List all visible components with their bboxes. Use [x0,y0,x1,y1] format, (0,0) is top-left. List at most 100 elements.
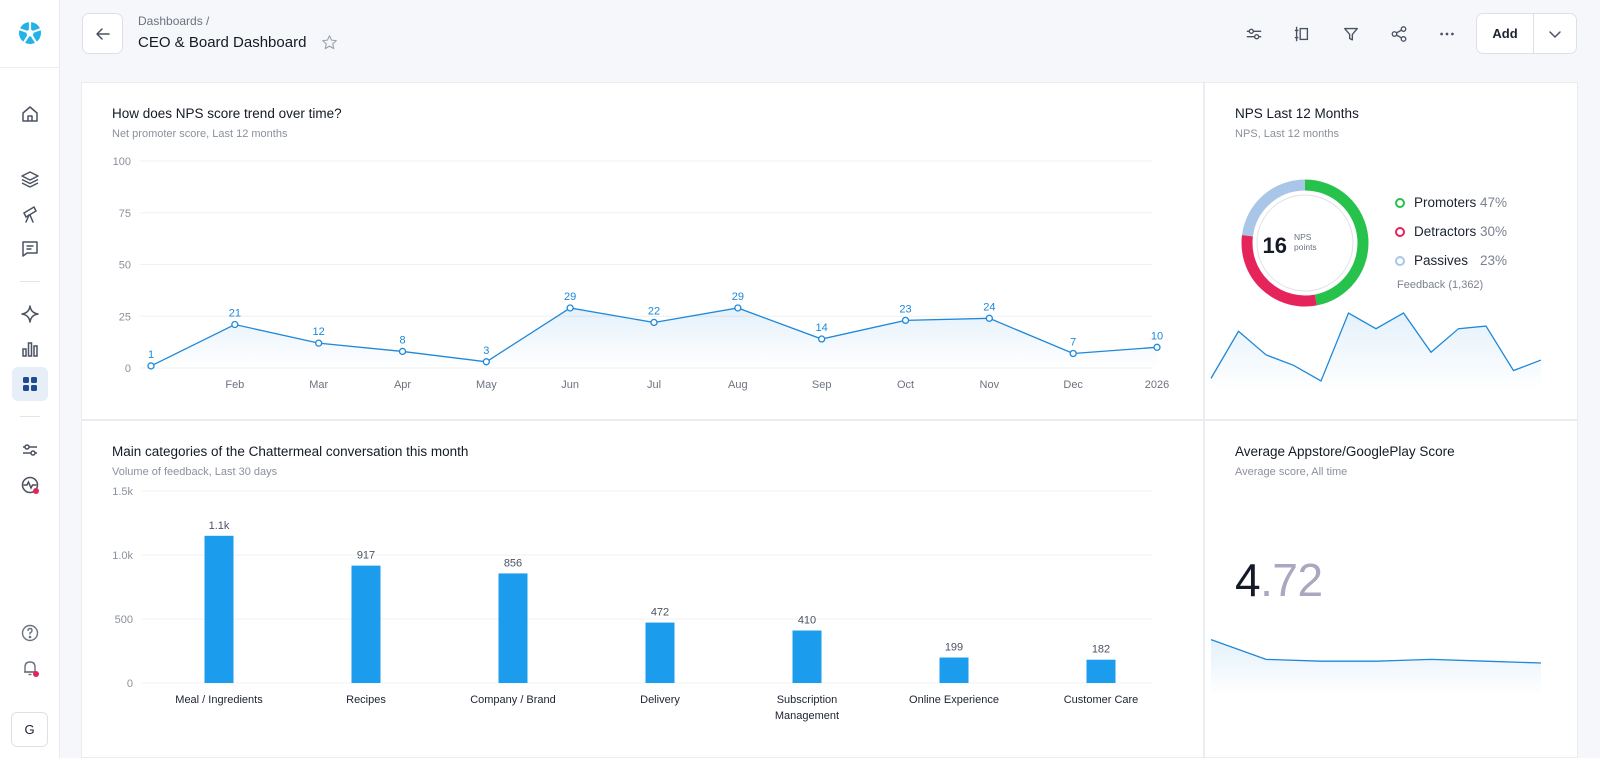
x-tick-label: Feb [225,379,244,391]
data-point [818,335,826,343]
data-label: 917 [357,550,375,562]
share-button[interactable] [1388,23,1410,45]
sidebar-item-settings[interactable] [12,433,48,467]
promoters-dot-icon [1395,197,1405,208]
x-tick-label: Meal / Ingredients [175,694,263,706]
data-label: 8 [399,334,405,346]
detractors-dot-icon [1395,226,1405,237]
x-tick-label: Dec [1063,379,1083,391]
data-point [650,318,658,327]
legend-label: Detractors [1414,224,1477,239]
data-label: 14 [816,322,828,334]
legend-value: 30% [1480,224,1508,239]
chevron-down-icon [1549,30,1561,38]
x-tick-label: Subscription [777,694,838,706]
add-dropdown-toggle[interactable] [1534,14,1576,53]
data-point [231,320,239,329]
legend-item-detractors: Detractors 30% [1395,217,1507,246]
notification-dot [33,488,39,494]
y-tick-label: 500 [115,614,133,626]
share-icon [1391,26,1407,42]
data-label: 21 [229,308,241,320]
add-button[interactable]: Add [1477,14,1534,53]
data-label: 29 [732,291,744,303]
x-tick-label: Mar [309,379,328,391]
data-label: 12 [313,326,325,338]
filter-button[interactable] [1340,23,1362,45]
back-button[interactable] [82,13,123,54]
bar [204,535,234,683]
donut-inner-ring [1256,194,1354,292]
sliders-icon [1246,28,1262,40]
y-tick-label: 1.0k [112,550,133,562]
x-tick-label: Delivery [640,694,680,706]
help-icon [21,624,39,642]
categories-card: Main categories of the Chattermeal conve… [81,420,1204,758]
x-tick-label: Jun [561,379,579,391]
sidebar: G [0,0,60,758]
x-tick-label: Aug [728,379,748,391]
bar [939,657,969,683]
legend-label: Promoters [1414,195,1477,210]
appstore-score: 4.72 [1235,553,1323,607]
sidebar-item-help[interactable] [12,616,48,650]
user-avatar[interactable]: G [11,712,48,747]
data-label: 472 [651,607,669,619]
favorite-star-icon[interactable] [321,34,338,51]
filter-icon [1344,27,1358,41]
data-label: 22 [648,305,660,317]
bar-chart-icon [22,342,38,357]
sidebar-item-monitor[interactable] [12,468,48,502]
passives-dot-icon [1395,255,1405,266]
nps-trend-card: How does NPS score trend over time? Net … [81,82,1204,420]
data-label: 199 [945,642,963,654]
data-point [901,316,910,325]
x-tick-label: 2026 [1145,379,1169,391]
data-label: 1.1k [209,520,230,532]
x-tick-label: Management [775,710,839,722]
nps-unit-label: NPS [1294,232,1312,242]
x-tick-label: Jul [647,379,661,391]
sidebar-item-layers[interactable] [12,162,48,196]
data-point [734,304,742,312]
sparkle-icon [21,305,39,323]
data-point [1069,349,1077,358]
donut-slice-passives [1242,179,1306,237]
y-tick-label: 50 [119,260,131,272]
customize-button[interactable] [1243,23,1265,45]
sidebar-item-notifications[interactable] [12,651,48,685]
sidebar-item-feedback[interactable] [12,232,48,266]
legend-item-passives: Passives 23% [1395,246,1507,275]
sidebar-item-dashboards[interactable] [12,367,48,401]
sidebar-item-ai[interactable] [12,297,48,331]
data-point [147,362,155,370]
data-label: 3 [483,345,489,357]
y-tick-label: 1.5k [112,486,133,498]
card-subtitle: Net promoter score, Last 12 months [112,128,288,140]
feedback-count[interactable]: Feedback (1,362) [1397,279,1484,291]
add-button-group: Add [1476,13,1577,54]
dashboard-grid-icon [23,377,37,391]
data-label: 23 [899,303,911,315]
data-label: 1 [148,349,154,361]
more-options-button[interactable] [1436,23,1458,45]
breadcrumb[interactable]: Dashboards / [138,14,210,28]
legend-value: 23% [1480,253,1508,268]
y-tick-label: 0 [125,363,131,375]
data-point [566,304,574,312]
layout-button[interactable] [1291,23,1313,45]
logo-icon[interactable] [15,18,45,48]
sidebar-item-explore[interactable] [12,197,48,231]
card-title: Average Appstore/GooglePlay Score [1235,444,1455,459]
legend-label: Passives [1414,253,1469,268]
x-tick-label: May [476,379,497,391]
sliders-icon [23,444,37,456]
score-decimal: .72 [1260,554,1323,606]
data-label: 856 [504,557,522,569]
x-tick-label: Apr [394,379,411,391]
sidebar-item-reports[interactable] [12,332,48,366]
bar [498,573,528,683]
sidebar-item-home[interactable] [12,97,48,131]
nps-score: 16 [1263,233,1287,258]
